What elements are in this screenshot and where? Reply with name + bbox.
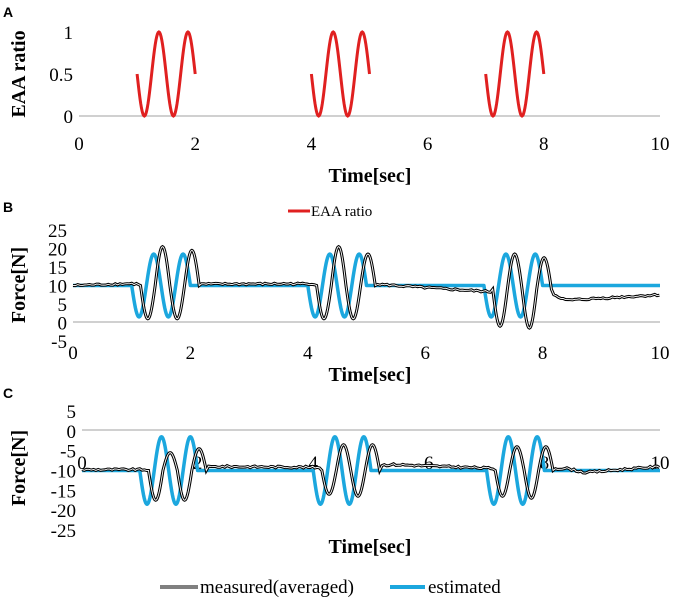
panel-c-chart: -25-20-15-10-505 0 2 4 6 8 10 Time[sec] Force… <box>8 402 670 558</box>
panel-c-ytick-6: 5 <box>67 402 77 423</box>
panel-a-xtick-1: 2 <box>190 134 200 155</box>
panel-b-ytick-4: 15 <box>48 258 67 279</box>
panel-b-xtick-2: 4 <box>303 343 313 364</box>
panel-b-series <box>72 244 660 330</box>
panel-a-chart: 00.51 0 2 4 6 8 10 Time[sec] EAA ratio <box>8 23 670 187</box>
panel-c-estimated-line <box>82 435 660 506</box>
panel-c-ytick-5: 0 <box>67 422 77 443</box>
panel-label-c: C <box>3 385 13 401</box>
eaa-ratio-line-1 <box>309 30 371 118</box>
panel-b-ytick-6: 25 <box>48 221 67 242</box>
panel-c-ytick-0: -25 <box>51 521 76 542</box>
panel-c-y-ticks: -25-20-15-10-505 <box>51 402 76 542</box>
panel-a-x-ticks: 0 2 4 6 8 10 <box>74 134 669 155</box>
panel-c-series <box>81 435 661 506</box>
panel-b-xtick-0: 0 <box>68 343 78 364</box>
panel-label-a: A <box>3 4 13 20</box>
panel-c-xtick-0: 0 <box>77 453 87 474</box>
panel-a-series <box>135 30 546 118</box>
panel-c-ytick-4: -5 <box>60 442 76 463</box>
panel-b-xtick-1: 2 <box>186 343 196 364</box>
panel-c-xtick-2: 4 <box>308 453 318 474</box>
panel-c-ytick-2: -15 <box>51 481 76 502</box>
panel-b-xlabel: Time[sec] <box>329 364 412 386</box>
legend-measured-label: measured(averaged) <box>200 577 354 598</box>
panel-b-ylabel: Force[N] <box>8 247 30 323</box>
panel-a-ytick-0: 0 <box>64 107 74 128</box>
panel-c-ytick-3: -10 <box>51 462 76 483</box>
panel-b-estimated-line <box>73 252 660 319</box>
panel-a-ytick-1: 0.5 <box>49 65 73 86</box>
panel-a-ylabel: EAA ratio <box>8 30 30 117</box>
panel-b-measured-line-inner <box>72 246 660 329</box>
eaa-ratio-line-2 <box>484 30 546 118</box>
panel-a-xtick-2: 4 <box>307 134 317 155</box>
panel-b-ytick-0: -5 <box>51 332 67 353</box>
panel-label-b: B <box>3 199 13 215</box>
panel-a-xtick-4: 8 <box>539 134 549 155</box>
panel-c-xtick-3: 6 <box>424 453 434 474</box>
panel-c-measured-line-inner <box>81 444 660 501</box>
panel-b-ytick-3: 10 <box>48 277 67 298</box>
eaa-ratio-line-0 <box>135 30 197 118</box>
panel-b-xtick-4: 8 <box>538 343 548 364</box>
panel-c-xlabel: Time[sec] <box>329 536 412 558</box>
panel-c-ytick-1: -20 <box>51 501 76 522</box>
panel-a-xlabel: Time[sec] <box>329 165 412 187</box>
bottom-legend: measured(averaged) estimated <box>160 577 501 598</box>
panel-a-ytick-2: 1 <box>64 23 74 44</box>
panel-c-ylabel: Force[N] <box>8 430 30 506</box>
panel-b-legend-label: EAA ratio <box>311 204 372 220</box>
panel-b-xtick-5: 10 <box>651 343 670 364</box>
panel-a-xtick-3: 6 <box>423 134 433 155</box>
panel-b-x-ticks: 0 2 4 6 8 10 <box>68 343 669 364</box>
panel-a-y-ticks: 00.51 <box>49 23 73 128</box>
panel-a-xtick-0: 0 <box>74 134 84 155</box>
panel-b-ytick-1: 0 <box>58 314 68 335</box>
panel-b-ytick-5: 20 <box>48 240 67 261</box>
panel-b-ytick-2: 5 <box>58 295 68 316</box>
legend-estimated-label: estimated <box>428 577 501 598</box>
panel-b-xtick-3: 6 <box>420 343 430 364</box>
panel-a-xtick-5: 10 <box>651 134 670 155</box>
